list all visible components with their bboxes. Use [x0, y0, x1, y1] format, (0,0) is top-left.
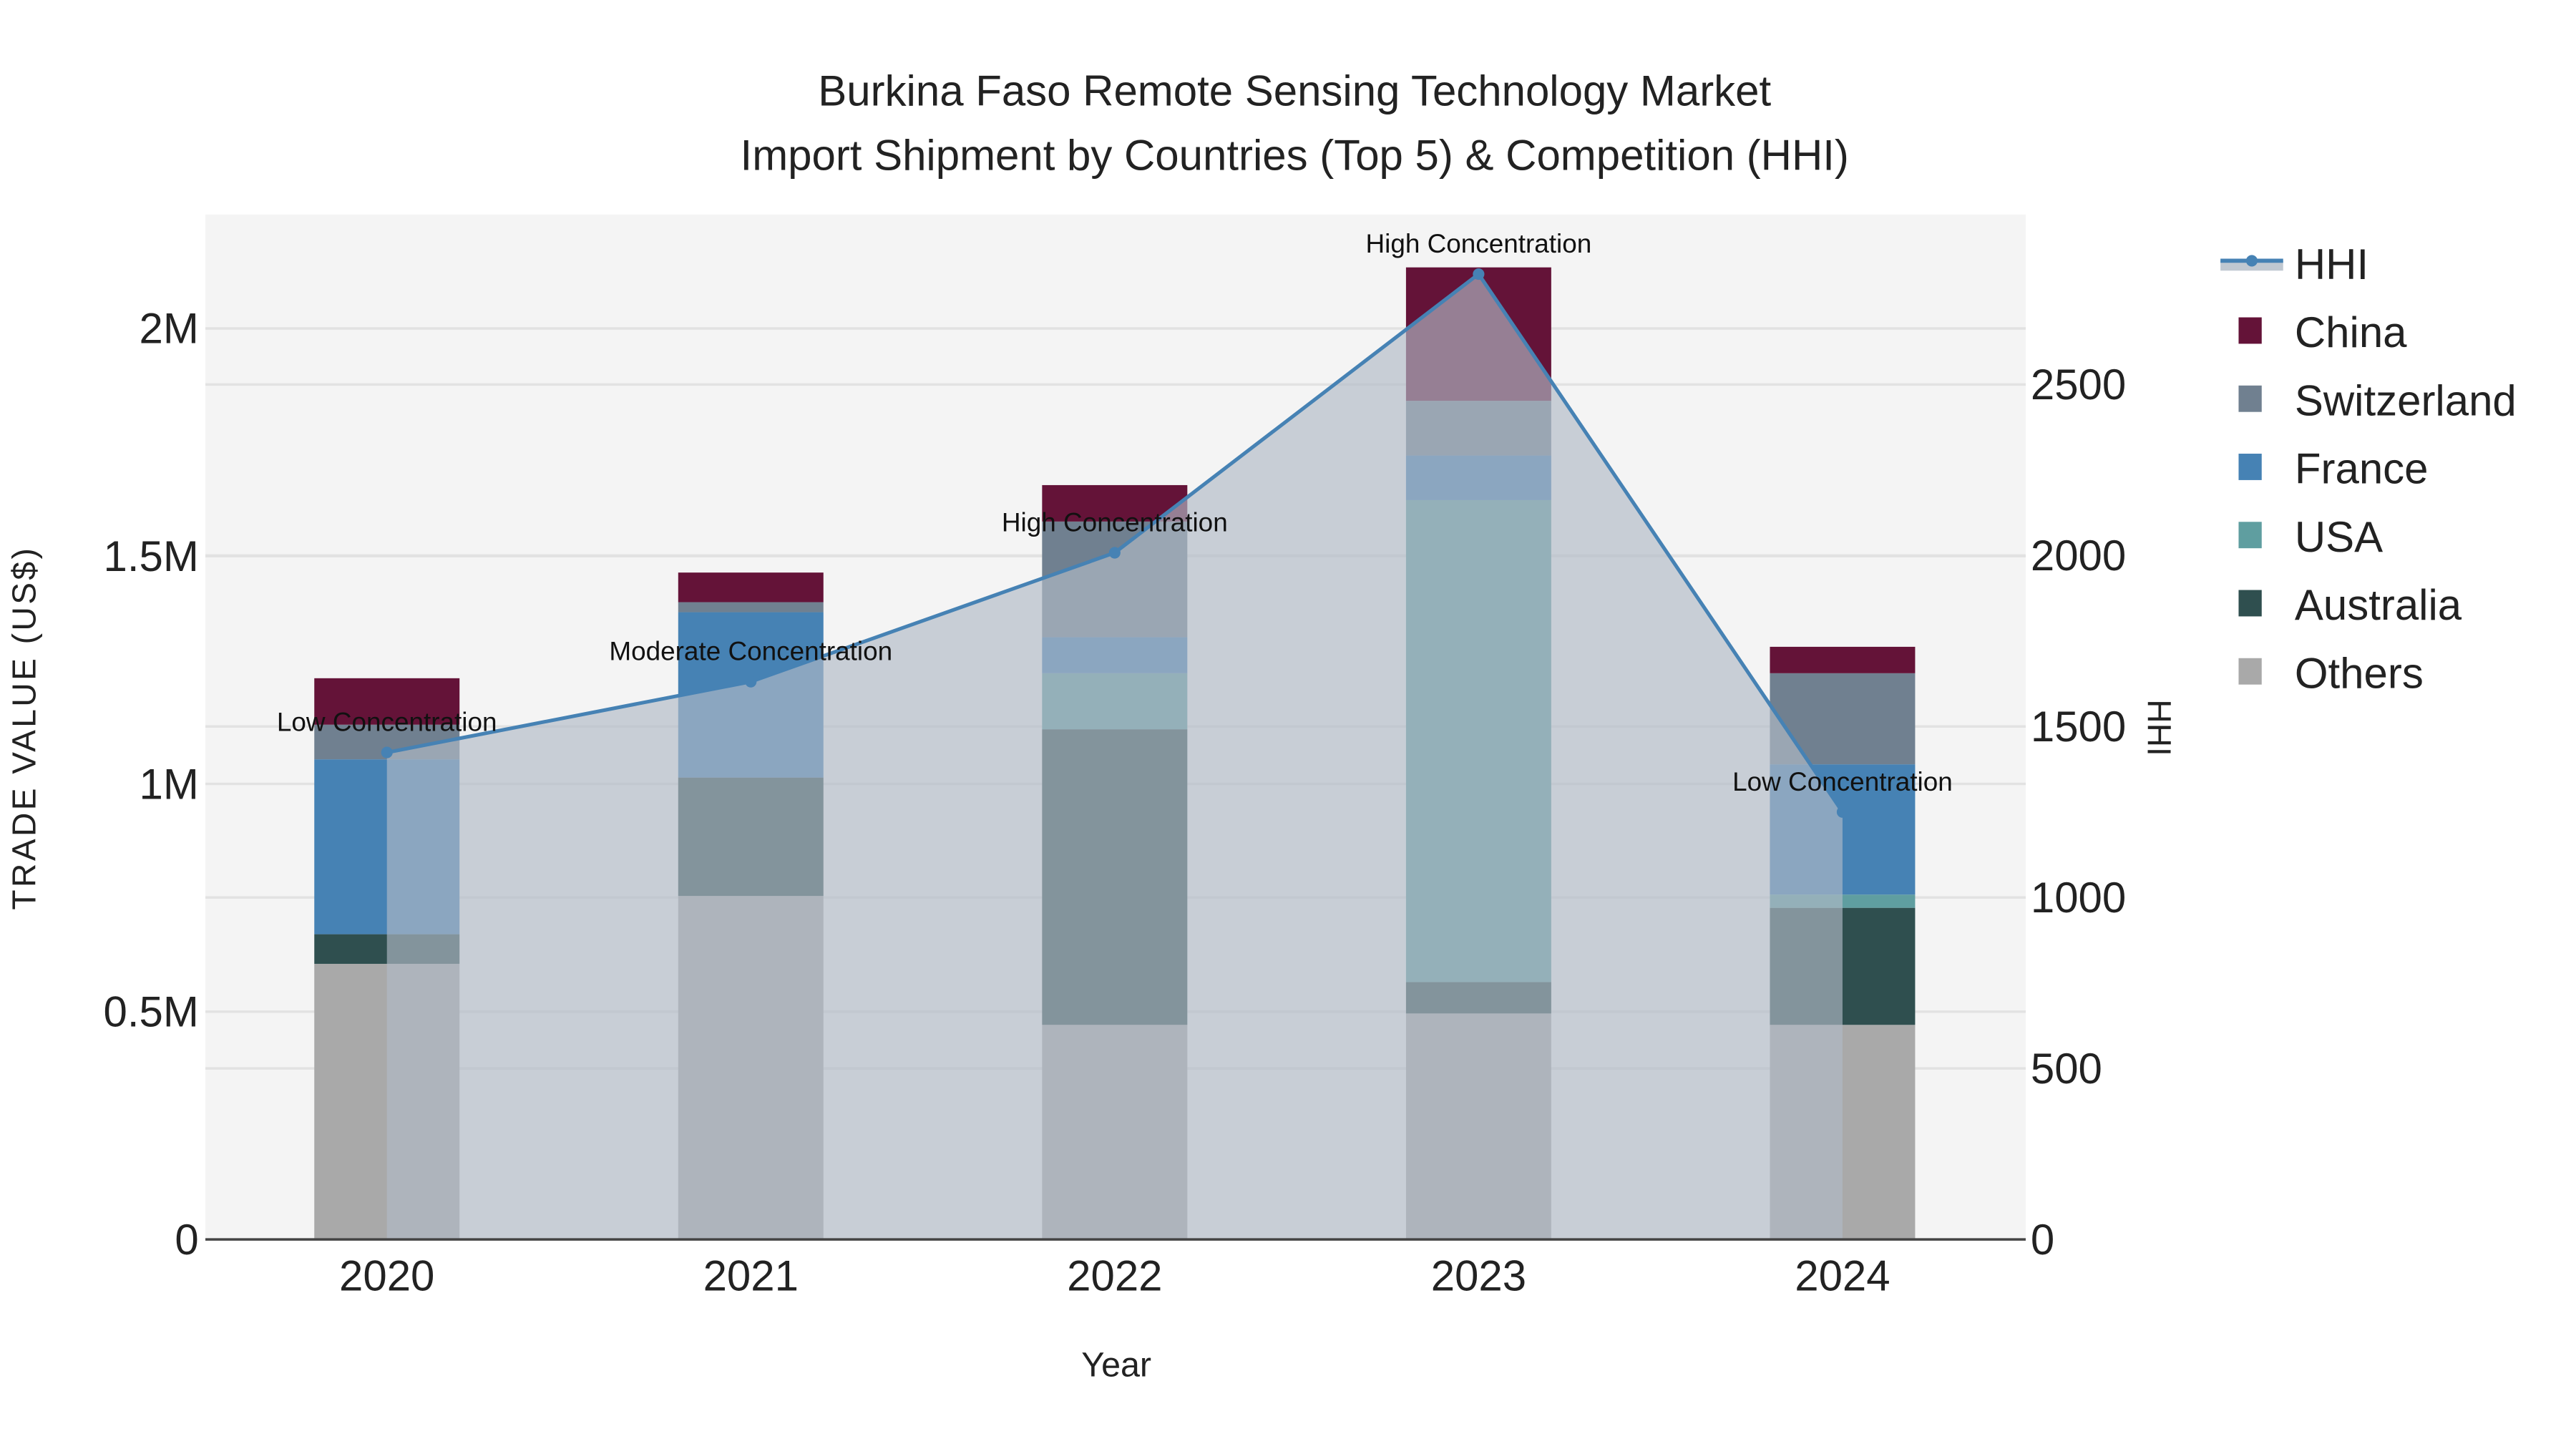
legend-swatch-china	[2238, 317, 2262, 344]
y-tick-label: 1M	[139, 760, 198, 808]
hhi-annotation: Low Concentration	[277, 708, 497, 737]
legend-label-others: Others	[2295, 649, 2424, 697]
y2-tick-label: 500	[2031, 1045, 2102, 1093]
bar-switzerland-2021	[678, 602, 824, 613]
hhi-marker-2023	[1473, 268, 1485, 280]
legend-label-usa: USA	[2295, 513, 2383, 561]
y-tick-label: 2M	[139, 305, 198, 353]
hhi-marker-2022	[1108, 547, 1121, 559]
y2-axis-title: HHI	[2141, 699, 2178, 756]
legend: HHI China Switzerland France USA Australia Oth…	[2220, 240, 2517, 697]
hhi-annotation: High Concentration	[1002, 508, 1228, 537]
y2-tick-label: 1000	[2031, 874, 2126, 922]
legend-label-switzerland: Switzerland	[2295, 376, 2517, 424]
x-axis-title: Year	[1081, 1346, 1151, 1385]
x-tick-label: 2023	[1431, 1252, 1526, 1300]
hhi-area	[386, 274, 1843, 1240]
x-tick-label: 2021	[703, 1252, 799, 1300]
x-tick-label: 2024	[1795, 1252, 1890, 1300]
bar-china-2024	[1770, 646, 1916, 673]
legend-swatch-france	[2238, 454, 2262, 480]
y-tick-label: 1.5M	[103, 532, 198, 580]
chart-title-line-1: Burkina Faso Remote Sensing Technology M…	[818, 67, 1771, 115]
y-axis-title: TRADE VALUE (US$)	[5, 546, 42, 910]
bar-china-2020	[314, 678, 460, 725]
axes: 0 0.5M 1M 1.5M 2M 0 500 1000 1500 2000 2500 2020 202…	[103, 305, 2126, 1300]
legend-swatch-australia	[2238, 590, 2262, 617]
legend-label-australia: Australia	[2295, 581, 2462, 629]
hhi-marker-2021	[745, 675, 757, 688]
hhi-marker-2020	[381, 746, 393, 758]
y2-tick-label: 2500	[2031, 361, 2126, 409]
y2-tick-label: 1500	[2031, 703, 2126, 751]
y-tick-label: 0.5M	[103, 988, 198, 1036]
hhi-marker-2024	[1836, 806, 1849, 818]
hhi-annotation: High Concentration	[1365, 229, 1591, 258]
bar-china-2021	[678, 572, 824, 602]
legend-swatch-switzerland	[2238, 385, 2262, 412]
legend-hhi-swatch-marker	[2245, 255, 2258, 267]
y2-tick-label: 2000	[2031, 532, 2126, 580]
x-tick-label: 2020	[339, 1252, 434, 1300]
legend-swatch-usa	[2238, 522, 2262, 549]
hhi-annotation: Moderate Concentration	[609, 637, 892, 666]
y2-tick-label: 0	[2031, 1216, 2054, 1264]
y-tick-label: 0	[175, 1216, 198, 1264]
hhi-layer: Low Concentration Moderate Concentration H…	[277, 229, 1953, 1240]
legend-swatch-others	[2238, 658, 2262, 685]
x-tick-label: 2022	[1067, 1252, 1162, 1300]
legend-label-china: China	[2295, 308, 2407, 356]
legend-label-france: France	[2295, 445, 2429, 493]
legend-label-hhi: HHI	[2295, 240, 2368, 288]
chart-title-line-2: Import Shipment by Countries (Top 5) & C…	[741, 132, 1849, 180]
hhi-annotation: Low Concentration	[1732, 767, 1953, 796]
